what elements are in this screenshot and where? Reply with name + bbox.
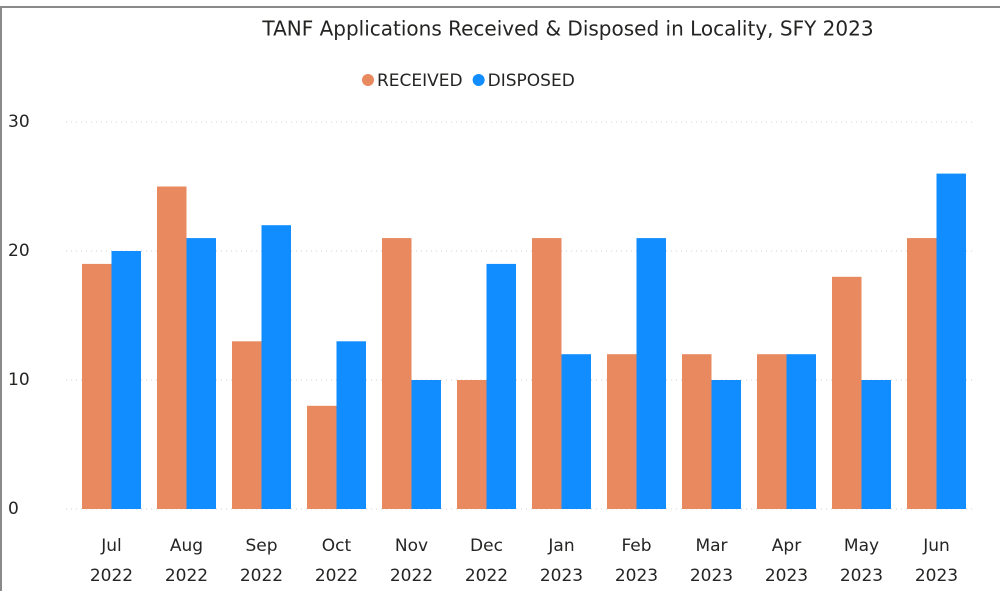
legend-marker <box>472 74 485 86</box>
x-tick-line: 2022 <box>465 566 508 586</box>
bar <box>757 354 787 509</box>
bar <box>832 276 862 509</box>
x-tick-line: Dec <box>470 536 503 556</box>
bar <box>936 173 966 509</box>
x-tick-label: Aug 2022 <box>165 536 208 586</box>
x-tick-line: 2022 <box>390 566 433 586</box>
bar <box>682 354 712 509</box>
x-tick-line: Jun <box>922 536 950 556</box>
x-tick-label: Mar 2023 <box>690 536 733 586</box>
bar <box>82 263 112 509</box>
x-tick-line: May <box>844 536 879 556</box>
x-tick-label: Jul 2022 <box>90 536 133 586</box>
bar <box>157 186 187 509</box>
bar <box>532 238 562 509</box>
bar <box>307 405 337 509</box>
x-tick-label: Jan 2023 <box>540 536 583 586</box>
bar <box>711 380 741 509</box>
bar <box>636 238 666 509</box>
x-tick-line: Jul <box>100 536 122 556</box>
bar <box>336 341 366 509</box>
bar <box>561 354 591 509</box>
x-tick-line: 2023 <box>690 566 733 586</box>
bar <box>786 354 816 509</box>
y-tick-label: 30 <box>8 112 30 132</box>
bar <box>261 225 291 509</box>
x-tick-line: 2023 <box>915 566 958 586</box>
x-tick-line: 2023 <box>540 566 583 586</box>
x-tick-label: Sep 2022 <box>240 536 283 586</box>
legend-label: RECEIVED <box>377 71 463 91</box>
legend-label: DISPOSED <box>488 71 575 91</box>
x-tick-line: 2022 <box>240 566 283 586</box>
frame <box>0 6 1000 591</box>
bar <box>382 238 412 509</box>
x-tick-line: 2022 <box>315 566 358 586</box>
x-tick-label: Dec 2022 <box>465 536 508 586</box>
x-tick-label: May 2023 <box>840 536 883 586</box>
x-tick-line: Sep <box>245 536 277 556</box>
y-tick-label: 10 <box>8 370 30 390</box>
bar <box>411 380 441 509</box>
x-tick-line: 2022 <box>165 566 208 586</box>
x-tick-label: Nov 2022 <box>390 536 433 586</box>
x-tick-line: 2023 <box>765 566 808 586</box>
bar <box>907 238 937 509</box>
x-tick-line: 2022 <box>90 566 133 586</box>
x-tick-line: Apr <box>772 536 801 556</box>
x-tick-label: Oct 2022 <box>315 536 358 586</box>
x-tick-label: Feb 2023 <box>615 536 658 586</box>
x-tick-line: Jan <box>547 536 574 556</box>
bar <box>232 341 262 509</box>
bar <box>486 263 516 509</box>
chart-title: TANF Applications Received & Disposed in… <box>261 17 873 41</box>
bar <box>861 380 891 509</box>
bar <box>607 354 637 509</box>
x-tick-line: 2023 <box>615 566 658 586</box>
x-tick-label: Apr 2023 <box>765 536 808 586</box>
x-tick-line: Aug <box>170 536 203 556</box>
x-tick-line: Mar <box>695 536 727 556</box>
x-tick-line: Oct <box>322 536 352 556</box>
bar <box>457 380 487 509</box>
x-tick-line: 2023 <box>840 566 883 586</box>
y-tick-label: 0 <box>8 499 19 519</box>
legend-marker <box>362 74 374 86</box>
x-tick-label: Jun 2023 <box>915 536 958 586</box>
x-tick-line: Feb <box>621 536 651 556</box>
bar <box>186 238 216 509</box>
x-tick-line: Nov <box>395 536 428 556</box>
y-tick-label: 20 <box>8 241 30 261</box>
bar <box>111 251 141 509</box>
